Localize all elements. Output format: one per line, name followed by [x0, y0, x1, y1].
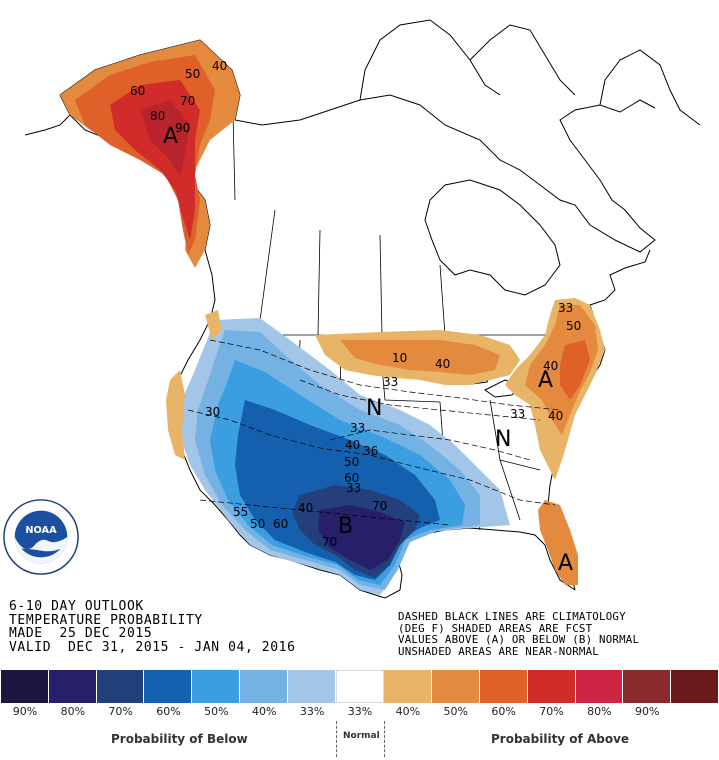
contour-label: 50	[250, 517, 265, 531]
contour-label: 40	[435, 357, 450, 371]
above-letter: A	[163, 124, 178, 149]
legend-label: 80%	[60, 705, 86, 718]
legend-swatch	[479, 670, 528, 703]
legend-swatch	[96, 670, 145, 703]
normal-separator-left	[336, 721, 337, 757]
legend-swatch	[239, 670, 288, 703]
legend-label: 50%	[443, 705, 468, 718]
legend-label: 70%	[108, 705, 133, 718]
noaa-logo-text: NOAA	[25, 525, 57, 536]
legend-swatch	[192, 670, 240, 703]
legend-label: 33%	[299, 705, 325, 718]
contour-label: 60	[344, 471, 359, 485]
legend-label: 33%	[347, 705, 373, 718]
probability-legend-bar	[1, 670, 719, 703]
normal-caption: Normal	[343, 731, 380, 741]
contour-label: 70	[180, 94, 195, 108]
made-date: MADE 25 DEC 2015	[9, 626, 153, 641]
legend-label: 50%	[204, 705, 229, 718]
legend-label: 60%	[156, 705, 181, 718]
legend-swatch	[671, 670, 719, 703]
legend-swatch	[335, 670, 385, 703]
contour-label: 33	[383, 375, 398, 389]
below-letter: B	[338, 514, 353, 539]
contour-label: 90	[175, 121, 190, 135]
map-notes: DASHED BLACK LINES ARE CLIMATOLOGY (DEG F…	[398, 611, 639, 657]
legend-swatch	[48, 670, 97, 703]
note-line: (DEG F) SHADED AREAS ARE FCST	[398, 621, 593, 635]
contour-label: 40	[543, 359, 558, 373]
legend-swatch	[527, 670, 576, 703]
valid-period: VALID DEC 31, 2015 - JAN 04, 2016	[9, 639, 296, 655]
legend-swatch	[575, 670, 624, 703]
above-letter: A	[538, 368, 553, 393]
normal-separator-right	[384, 721, 385, 757]
legend-swatch	[144, 670, 193, 703]
outlook-map: 50 40 60 70 80 90 10 33 40 33 40 50 60 3…	[24, 19, 701, 599]
note-line: VALUES ABOVE (A) OR BELOW (B) NORMAL	[398, 633, 640, 647]
legend-label: 70%	[539, 705, 564, 718]
outlook-title: 6-10 DAY OUTLOOK	[9, 599, 144, 614]
contour-label: 60	[130, 84, 145, 98]
contour-label: 50	[185, 67, 200, 81]
contour-label: 10	[392, 351, 407, 365]
outlook-subtitle: TEMPERATURE PROBABILITY	[9, 612, 203, 628]
contour-label: 33	[558, 301, 573, 315]
legend-label: 40%	[252, 705, 277, 718]
contour-label: 33	[346, 481, 361, 495]
legend-swatch	[432, 670, 480, 703]
above-caption: Probability of Above	[491, 732, 630, 746]
contour-label: 40	[548, 409, 563, 423]
normal-letter: N	[366, 396, 382, 421]
legend-swatch	[1, 670, 49, 703]
legend-label: 40%	[395, 705, 421, 718]
contour-label: 30	[205, 405, 220, 419]
contour-label: 36	[363, 444, 378, 458]
noaa-logo: NOAA	[3, 499, 79, 575]
legend-swatch	[623, 670, 672, 703]
contour-label: 33	[350, 421, 365, 435]
outlook-title-block: 6-10 DAY OUTLOOK TEMPERATURE PROBABILITY M…	[9, 600, 296, 654]
note-line: UNSHADED AREAS ARE NEAR-NORMAL	[398, 644, 600, 658]
probability-legend-labels: 90% 80% 70% 60% 50% 40% 33% 33% 40% 50% 60% 70% 80% 9…	[1, 705, 719, 721]
contour-label: 70	[372, 499, 387, 513]
legend-label: 60%	[491, 705, 516, 718]
note-line: DASHED BLACK LINES ARE CLIMATOLOGY	[398, 610, 626, 623]
normal-letter: N	[495, 427, 511, 452]
above-letter: A	[558, 551, 573, 576]
legend-label: 90%	[634, 705, 660, 718]
contour-label: 50	[344, 455, 359, 469]
below-caption: Probability of Below	[111, 732, 248, 746]
contour-label: 40	[298, 501, 313, 515]
contour-label: 50	[566, 319, 581, 333]
contour-label: 55	[233, 505, 248, 519]
legend-label: 90%	[12, 705, 38, 718]
contour-label: 40	[212, 59, 227, 73]
contour-label: 60	[273, 517, 288, 531]
legend-swatch	[384, 670, 433, 703]
contour-label: 33	[510, 407, 525, 421]
legend-label: 80%	[587, 705, 612, 718]
legend-swatch	[287, 670, 336, 703]
contour-label: 70	[322, 535, 337, 549]
contour-label: 40	[345, 438, 360, 452]
contour-label: 80	[150, 109, 165, 123]
